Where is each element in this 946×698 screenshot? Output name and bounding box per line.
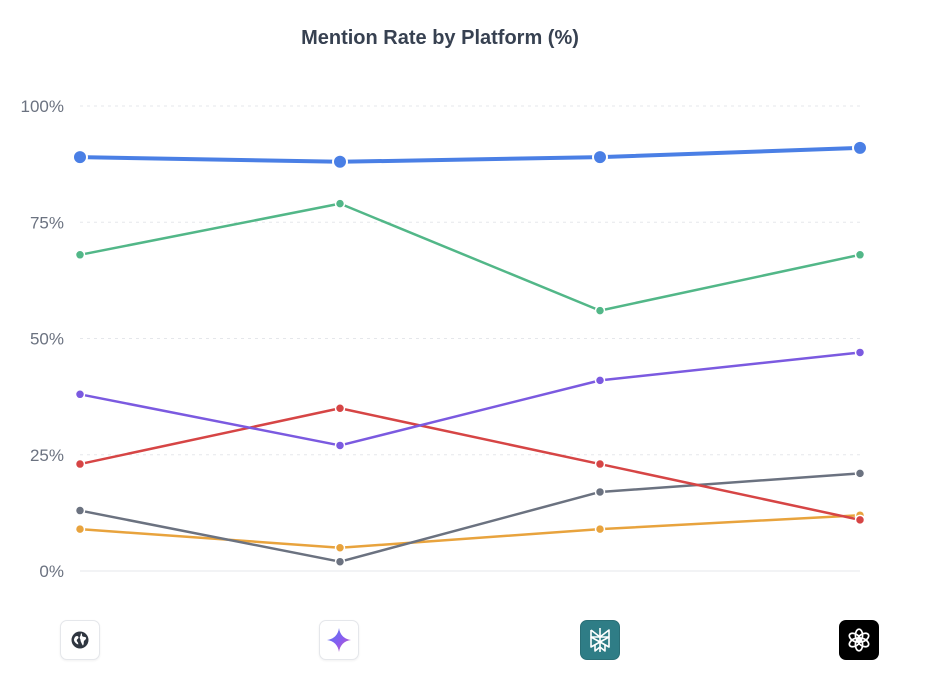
data-point[interactable] <box>74 523 86 535</box>
data-point[interactable] <box>594 305 606 316</box>
platform-chatgpt[interactable] <box>839 620 879 660</box>
data-point[interactable] <box>854 514 866 526</box>
series-line-3 <box>79 351 861 447</box>
data-point[interactable] <box>332 153 348 170</box>
data-point[interactable] <box>74 505 86 516</box>
y-tick-label: 25% <box>30 446 64 465</box>
platform-web-search[interactable] <box>60 620 100 660</box>
series-line-4 <box>79 407 861 522</box>
y-tick-label: 0% <box>39 562 64 581</box>
gemini-sparkle-icon <box>327 628 351 652</box>
series-line-2 <box>79 202 861 312</box>
data-point[interactable] <box>852 139 868 156</box>
data-point[interactable] <box>594 375 606 386</box>
chart-title: Mention Rate by Platform (%) <box>301 27 579 49</box>
data-point[interactable] <box>854 249 866 261</box>
series-line-5 <box>79 472 861 563</box>
y-axis-ticks: 0% 25% 50% 75% 100% <box>21 97 64 581</box>
perplexity-icon <box>590 628 610 652</box>
data-point[interactable] <box>334 198 346 209</box>
series-points <box>72 139 868 567</box>
data-point[interactable] <box>594 458 606 470</box>
series-lines <box>79 145 861 563</box>
data-point[interactable] <box>74 458 86 470</box>
series-line-6 <box>79 513 861 549</box>
platform-gemini[interactable] <box>319 620 359 660</box>
data-point[interactable] <box>334 403 346 414</box>
platform-perplexity[interactable] <box>580 620 620 660</box>
y-tick-label: 75% <box>30 213 64 232</box>
data-point[interactable] <box>72 149 88 166</box>
y-tick-label: 100% <box>21 97 64 116</box>
data-point[interactable] <box>334 440 346 451</box>
data-point[interactable] <box>594 486 606 498</box>
series-line-1 <box>79 145 861 164</box>
data-point[interactable] <box>74 389 86 400</box>
data-point[interactable] <box>854 347 866 358</box>
data-point[interactable] <box>592 149 608 166</box>
data-point[interactable] <box>854 468 866 479</box>
y-tick-label: 50% <box>30 330 64 349</box>
data-point[interactable] <box>594 523 606 535</box>
globe-icon <box>71 631 89 649</box>
data-point[interactable] <box>74 249 86 261</box>
grid-lines <box>80 105 860 572</box>
chatgpt-icon <box>848 628 870 652</box>
data-point[interactable] <box>334 556 346 567</box>
data-point[interactable] <box>334 542 346 553</box>
